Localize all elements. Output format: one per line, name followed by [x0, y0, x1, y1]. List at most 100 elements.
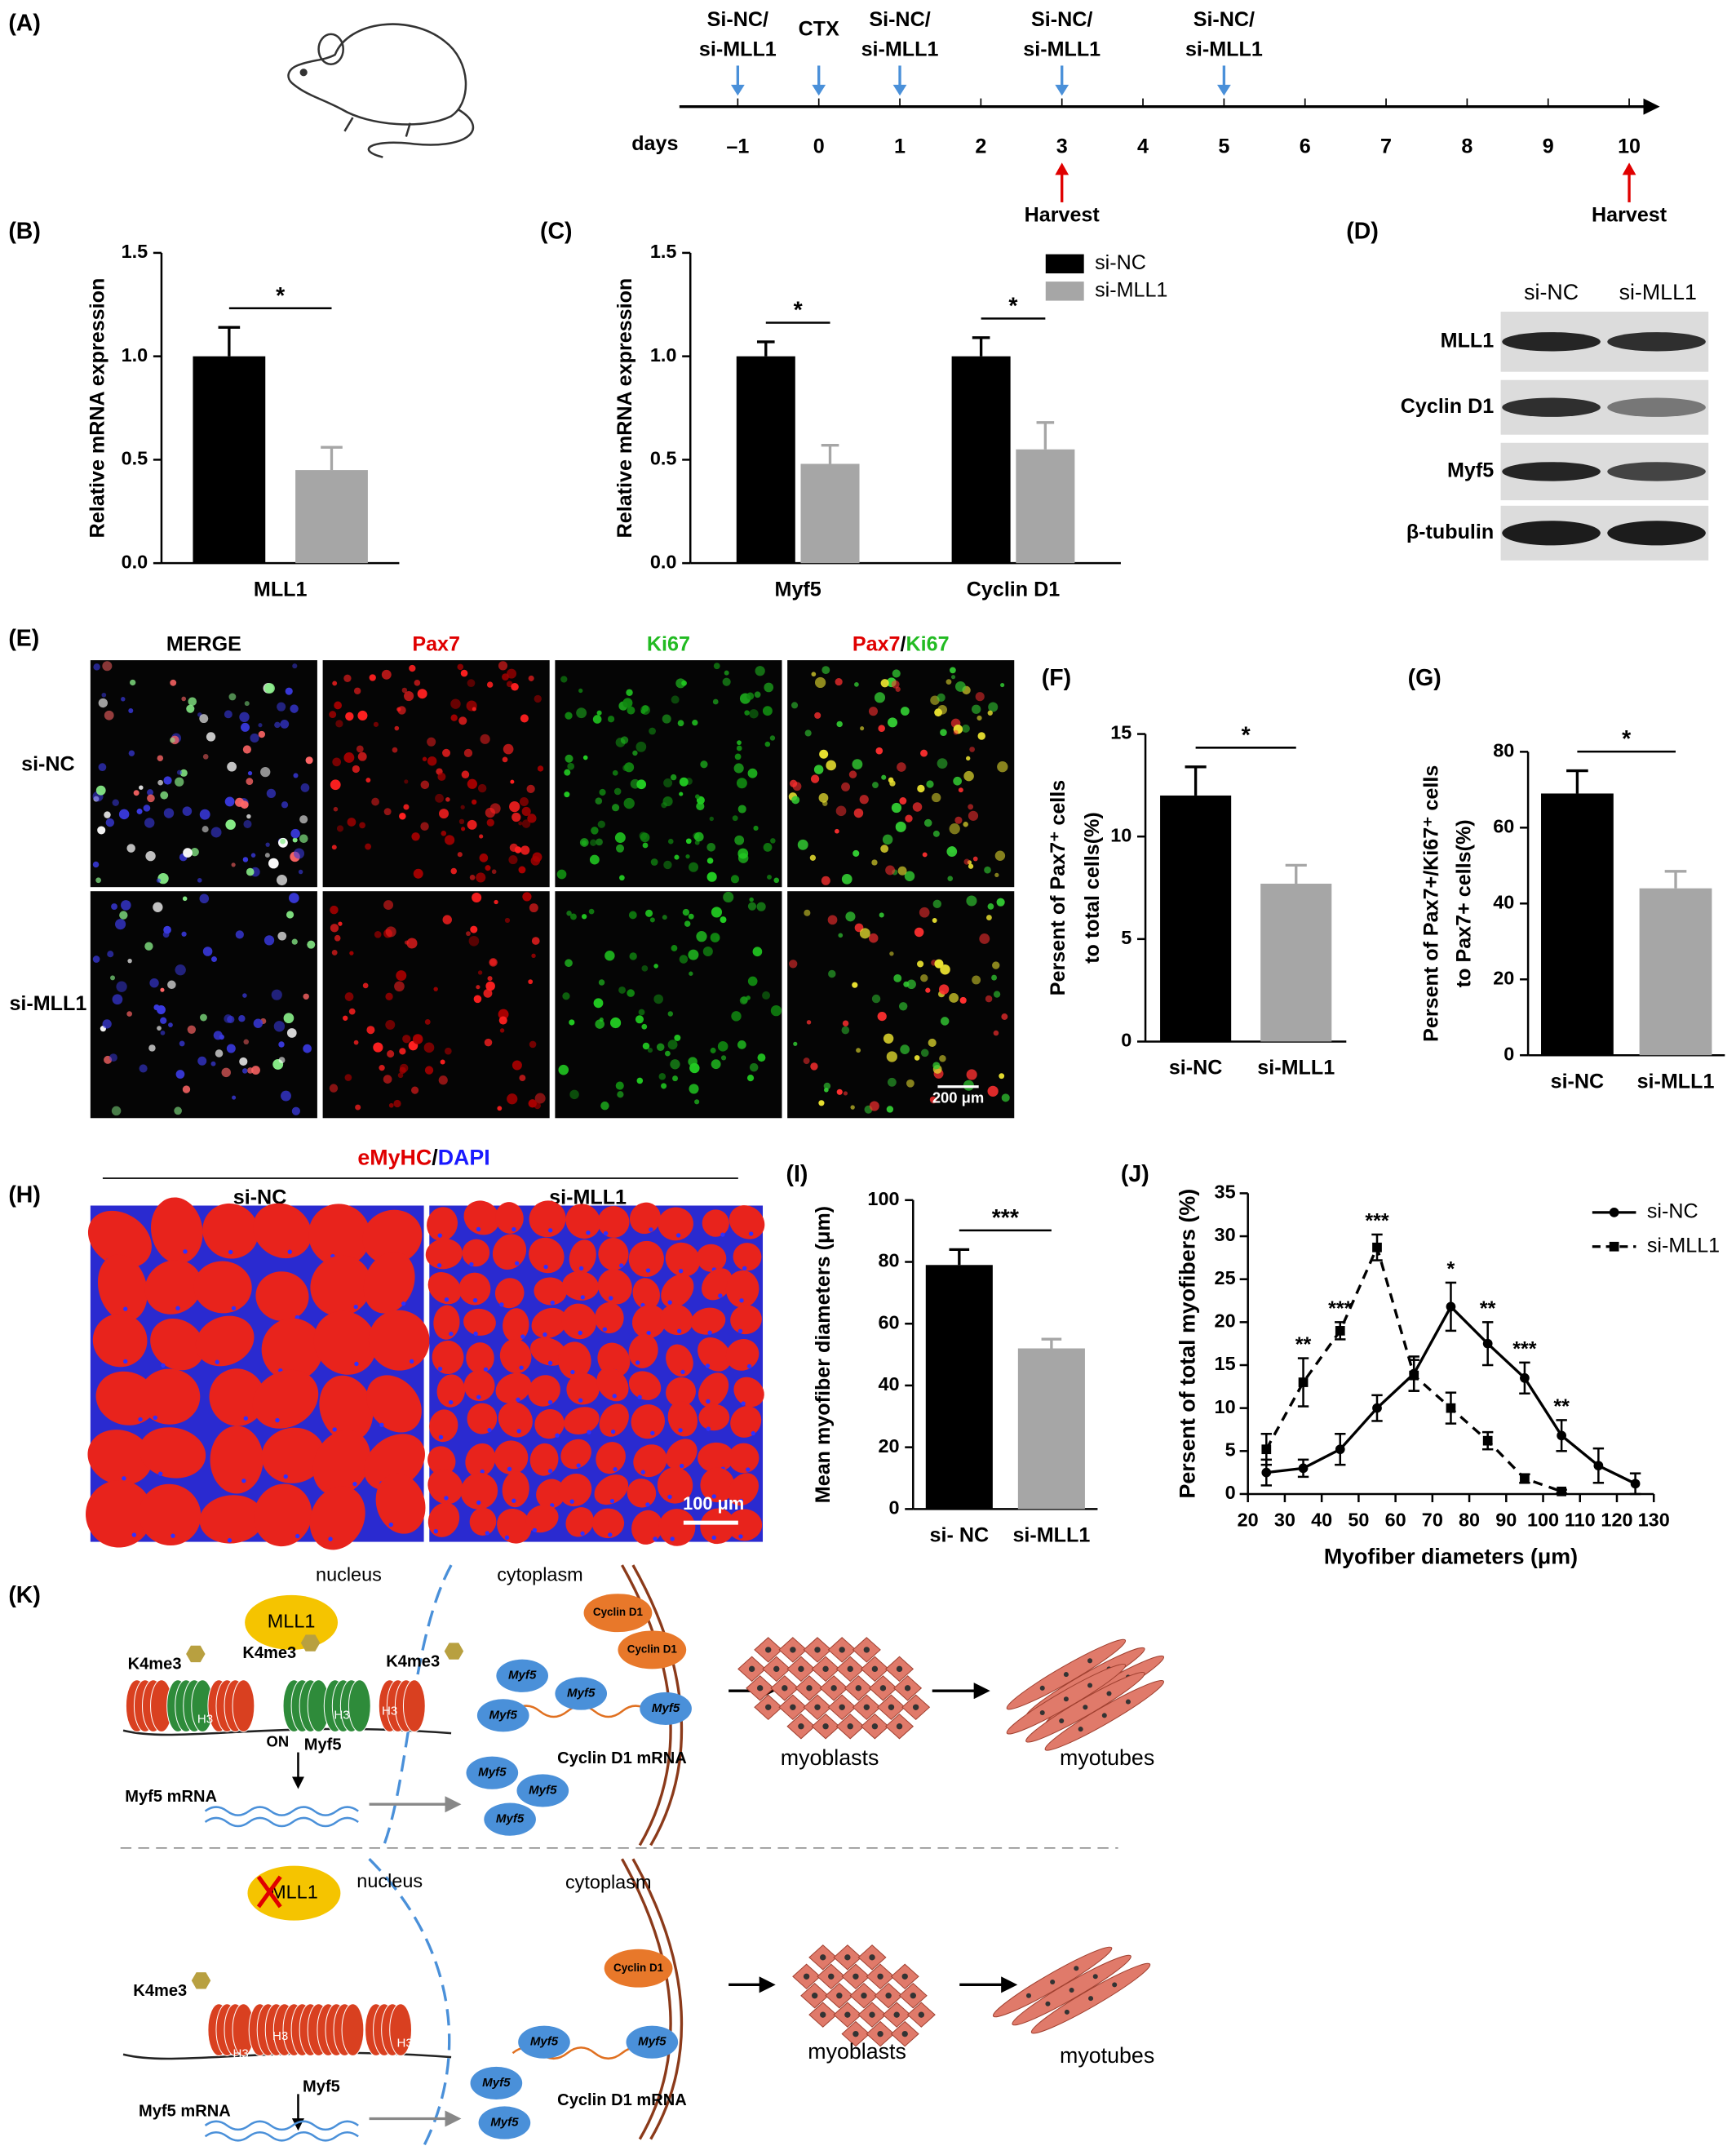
- nucleus-dot: [646, 1330, 651, 1336]
- histone-label: H3: [382, 1704, 397, 1718]
- blot-column-label: si-NC: [1524, 280, 1579, 304]
- blot-band: [1607, 521, 1706, 546]
- cell-signal: [821, 876, 830, 885]
- cell-signal: [508, 855, 518, 865]
- nucleus-dot: [504, 1535, 510, 1541]
- cell-signal: [672, 1075, 679, 1082]
- cell-signal: [336, 825, 344, 832]
- cell-signal: [826, 760, 837, 771]
- myf5-label: Myf5: [496, 1812, 525, 1826]
- y-tick-label: 25: [1215, 1267, 1236, 1288]
- cell-signal: [804, 729, 812, 737]
- nucleus-dot: [741, 1401, 746, 1406]
- k4me3-label: K4me3: [133, 1982, 187, 2000]
- x-tick-label: Myf5: [775, 578, 822, 601]
- marker: [1593, 1461, 1604, 1471]
- cell-signal: [897, 762, 906, 772]
- cell-signal: [241, 1068, 248, 1074]
- cell-signal: [656, 1043, 665, 1052]
- cell-signal: [95, 877, 101, 884]
- nucleus-dot: [437, 1366, 443, 1372]
- panel-label: (F): [1042, 665, 1071, 691]
- histone-label: H3: [232, 2047, 248, 2061]
- myofiber: [598, 1238, 629, 1270]
- cell-signal: [175, 964, 186, 976]
- cell-signal: [181, 696, 187, 702]
- bar: [1160, 795, 1232, 1042]
- myofiber: [566, 1372, 600, 1405]
- cell-signal: [111, 903, 117, 911]
- cell-signal: [953, 729, 959, 735]
- cell-signal: [891, 680, 900, 689]
- blot-row-label: MLL1: [1441, 329, 1495, 352]
- cell-signal: [685, 838, 692, 845]
- cell-nucleus: [836, 1993, 843, 1999]
- cell-signal: [202, 826, 209, 833]
- nucleus-dot: [515, 1261, 520, 1266]
- nucleus-dot: [570, 1369, 575, 1375]
- nucleus-dot: [476, 1500, 481, 1505]
- nucleus-dot: [580, 1295, 585, 1300]
- cell-signal: [467, 778, 477, 789]
- cell-signal: [693, 831, 704, 842]
- cell-signal: [417, 689, 427, 699]
- cell-signal: [458, 716, 467, 725]
- cell-nucleus: [803, 1973, 810, 1980]
- myf5-protein: [466, 1756, 519, 1789]
- nucleus-dot: [650, 1430, 655, 1435]
- nucleus-dot: [401, 1301, 406, 1306]
- myofiber: [534, 1408, 565, 1439]
- cell-signal: [975, 692, 985, 702]
- y-tick-label: 15: [1215, 1353, 1236, 1374]
- cell-signal: [871, 859, 878, 866]
- cell-signal: [126, 1011, 133, 1017]
- cell-signal: [344, 992, 354, 1001]
- cell-signal: [359, 822, 365, 829]
- cell-signal: [906, 979, 916, 990]
- nucleus-dot: [123, 1359, 128, 1364]
- row-label: si-NC: [21, 753, 75, 776]
- cell-signal: [130, 679, 136, 686]
- cell-signal: [231, 862, 236, 867]
- myofiber: [700, 1467, 735, 1503]
- myotube-nucleus: [1087, 1683, 1093, 1688]
- bar: [1017, 1348, 1085, 1510]
- cell-signal: [139, 785, 144, 790]
- cell-signal: [827, 915, 838, 925]
- cell-signal: [528, 979, 534, 985]
- myofiber: [492, 1234, 527, 1270]
- nucleus-dot: [328, 1536, 333, 1541]
- cell-signal: [906, 1079, 914, 1088]
- cell-signal: [243, 819, 252, 828]
- nucleus-dot: [231, 1306, 237, 1310]
- myofiber: [594, 1474, 629, 1505]
- cell-nucleus: [852, 2030, 859, 2037]
- cell-signal: [987, 903, 994, 910]
- cell-signal: [157, 1005, 166, 1014]
- cell-signal: [852, 982, 858, 988]
- bar: [295, 470, 368, 564]
- cell-signal: [379, 1065, 385, 1071]
- cell-signal: [470, 925, 478, 933]
- significance-label: *: [794, 298, 804, 324]
- myofiber: [698, 1442, 734, 1473]
- cell-signal: [441, 831, 447, 836]
- cell-signal: [286, 1028, 297, 1038]
- myofiber: [139, 1427, 206, 1479]
- cell-signal: [476, 985, 480, 990]
- cell-signal: [406, 938, 418, 949]
- cell-signal: [822, 666, 830, 675]
- compartment-label: cytoplasm: [497, 1564, 583, 1585]
- y-tick-label: 0.0: [650, 551, 677, 572]
- cell-signal: [567, 762, 575, 770]
- panel-label: (I): [786, 1161, 808, 1187]
- histone-label: H3: [334, 1708, 349, 1722]
- myotube-nucleus: [1025, 1993, 1032, 1998]
- myofiber: [310, 1255, 372, 1317]
- cell-nucleus: [877, 1973, 884, 1980]
- cell-signal: [749, 897, 754, 902]
- cell-signal: [747, 902, 757, 911]
- micrograph: [90, 891, 317, 1119]
- cell-signal: [148, 1044, 156, 1052]
- cell-signal: [235, 797, 245, 807]
